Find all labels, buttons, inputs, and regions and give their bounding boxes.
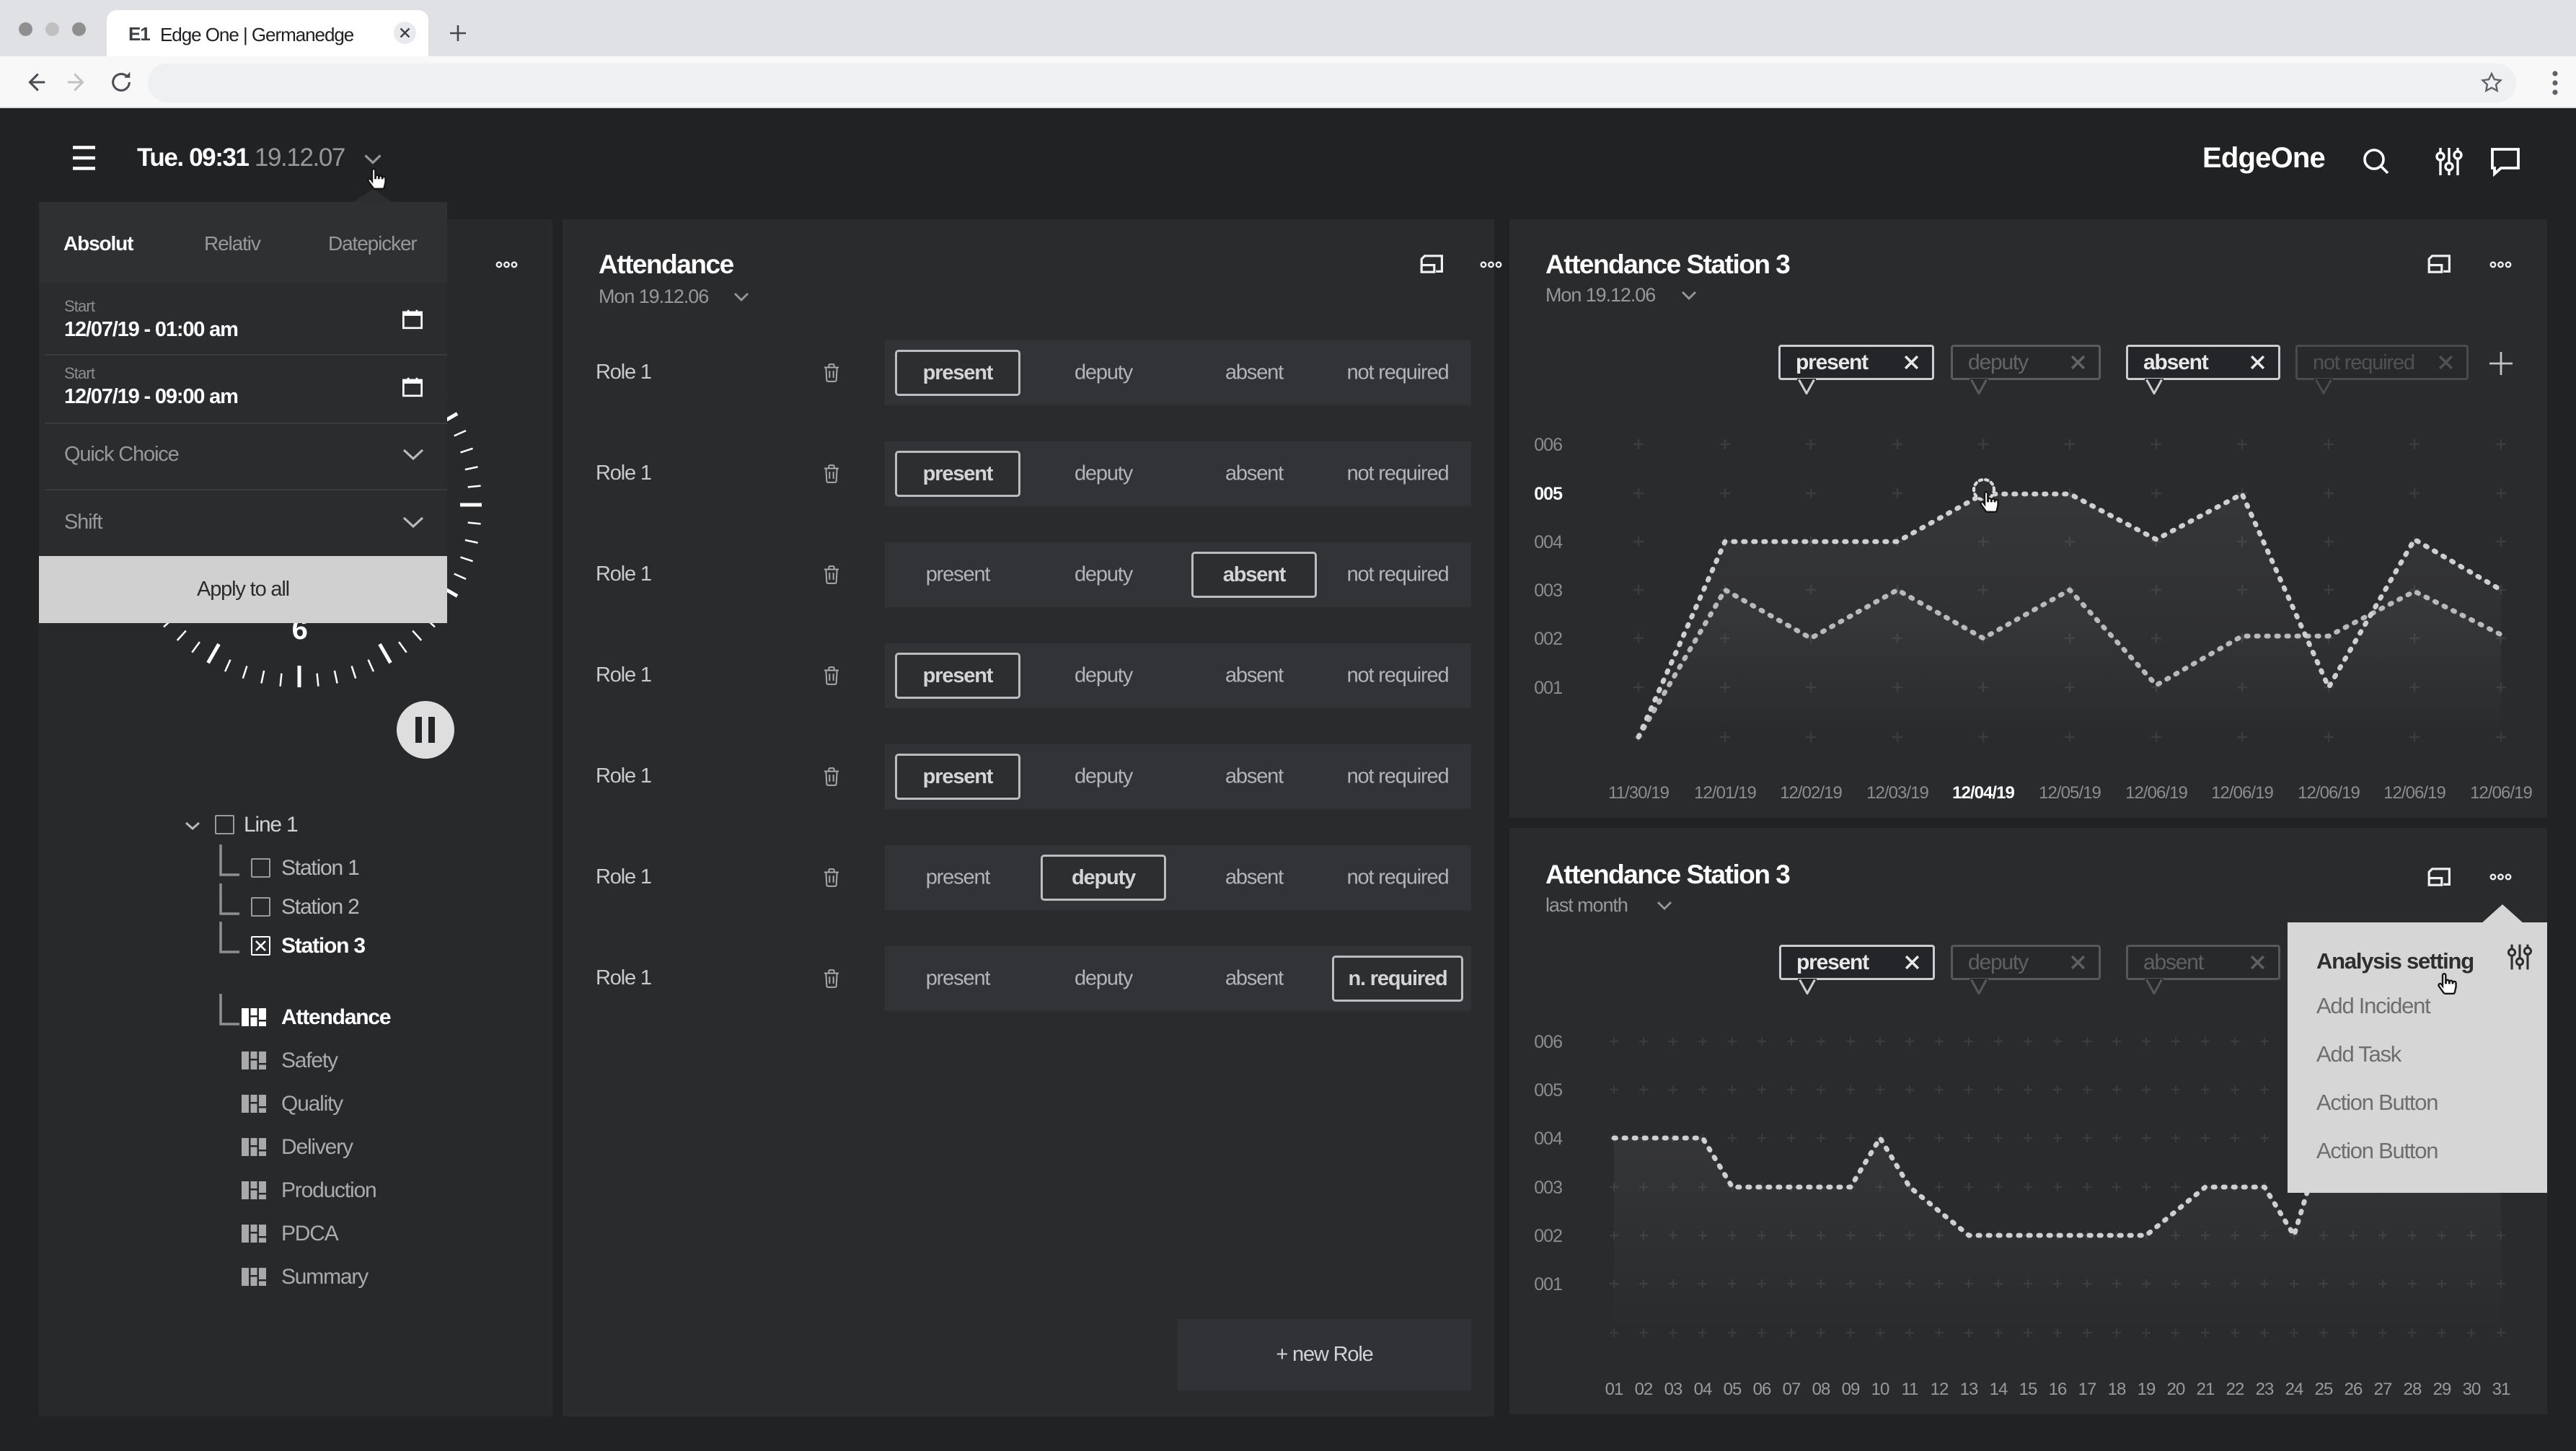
svg-text:21: 21 bbox=[2197, 1380, 2215, 1399]
svg-text:23: 23 bbox=[2256, 1380, 2274, 1399]
svg-text:006: 006 bbox=[1534, 435, 1562, 455]
svg-text:30: 30 bbox=[2463, 1380, 2481, 1399]
svg-text:29: 29 bbox=[2433, 1380, 2451, 1399]
svg-text:12/05/19: 12/05/19 bbox=[2039, 783, 2101, 803]
svg-text:08: 08 bbox=[1812, 1380, 1830, 1399]
svg-text:001: 001 bbox=[1534, 1274, 1562, 1295]
svg-text:03: 03 bbox=[1664, 1380, 1682, 1399]
svg-text:12/06/19: 12/06/19 bbox=[2125, 783, 2187, 803]
svg-text:12/06/19: 12/06/19 bbox=[2211, 783, 2273, 803]
svg-text:12/04/19: 12/04/19 bbox=[1952, 783, 2014, 803]
svg-text:18: 18 bbox=[2108, 1380, 2126, 1399]
svg-text:12/06/19: 12/06/19 bbox=[2383, 783, 2445, 803]
svg-text:02: 02 bbox=[1635, 1380, 1653, 1399]
svg-text:001: 001 bbox=[1534, 678, 1562, 698]
svg-text:12/01/19: 12/01/19 bbox=[1694, 783, 1756, 803]
svg-text:17: 17 bbox=[2078, 1380, 2096, 1399]
svg-text:27: 27 bbox=[2374, 1380, 2392, 1399]
svg-text:005: 005 bbox=[1534, 484, 1563, 504]
svg-text:20: 20 bbox=[2167, 1380, 2185, 1399]
svg-text:24: 24 bbox=[2285, 1380, 2303, 1399]
svg-text:22: 22 bbox=[2226, 1380, 2244, 1399]
svg-text:26: 26 bbox=[2345, 1380, 2363, 1399]
svg-text:25: 25 bbox=[2315, 1380, 2333, 1399]
svg-text:07: 07 bbox=[1783, 1380, 1801, 1399]
svg-text:003: 003 bbox=[1534, 1178, 1562, 1198]
svg-text:10: 10 bbox=[1871, 1380, 1889, 1399]
svg-text:004: 004 bbox=[1534, 532, 1563, 552]
svg-text:12/06/19: 12/06/19 bbox=[2470, 783, 2532, 803]
svg-text:004: 004 bbox=[1534, 1129, 1563, 1149]
svg-text:005: 005 bbox=[1534, 1080, 1562, 1101]
svg-text:12: 12 bbox=[1931, 1380, 1949, 1399]
svg-text:04: 04 bbox=[1694, 1380, 1712, 1399]
svg-text:11: 11 bbox=[1902, 1380, 1919, 1399]
svg-text:01: 01 bbox=[1605, 1380, 1623, 1399]
svg-text:16: 16 bbox=[2049, 1380, 2067, 1399]
svg-text:05: 05 bbox=[1724, 1380, 1742, 1399]
svg-text:12/03/19: 12/03/19 bbox=[1866, 783, 1928, 803]
svg-text:15: 15 bbox=[2019, 1380, 2037, 1399]
svg-text:002: 002 bbox=[1534, 629, 1562, 649]
svg-text:11/30/19: 11/30/19 bbox=[1608, 783, 1669, 803]
svg-text:006: 006 bbox=[1534, 1032, 1562, 1052]
svg-text:06: 06 bbox=[1753, 1380, 1771, 1399]
svg-text:19: 19 bbox=[2138, 1380, 2156, 1399]
svg-text:28: 28 bbox=[2404, 1380, 2422, 1399]
svg-text:14: 14 bbox=[1990, 1380, 2008, 1399]
svg-text:09: 09 bbox=[1842, 1380, 1860, 1399]
svg-text:003: 003 bbox=[1534, 581, 1562, 601]
svg-text:12/06/19: 12/06/19 bbox=[2298, 783, 2360, 803]
svg-text:002: 002 bbox=[1534, 1226, 1562, 1246]
svg-text:31: 31 bbox=[2492, 1380, 2510, 1399]
svg-text:13: 13 bbox=[1960, 1380, 1978, 1399]
svg-text:12/02/19: 12/02/19 bbox=[1780, 783, 1842, 803]
